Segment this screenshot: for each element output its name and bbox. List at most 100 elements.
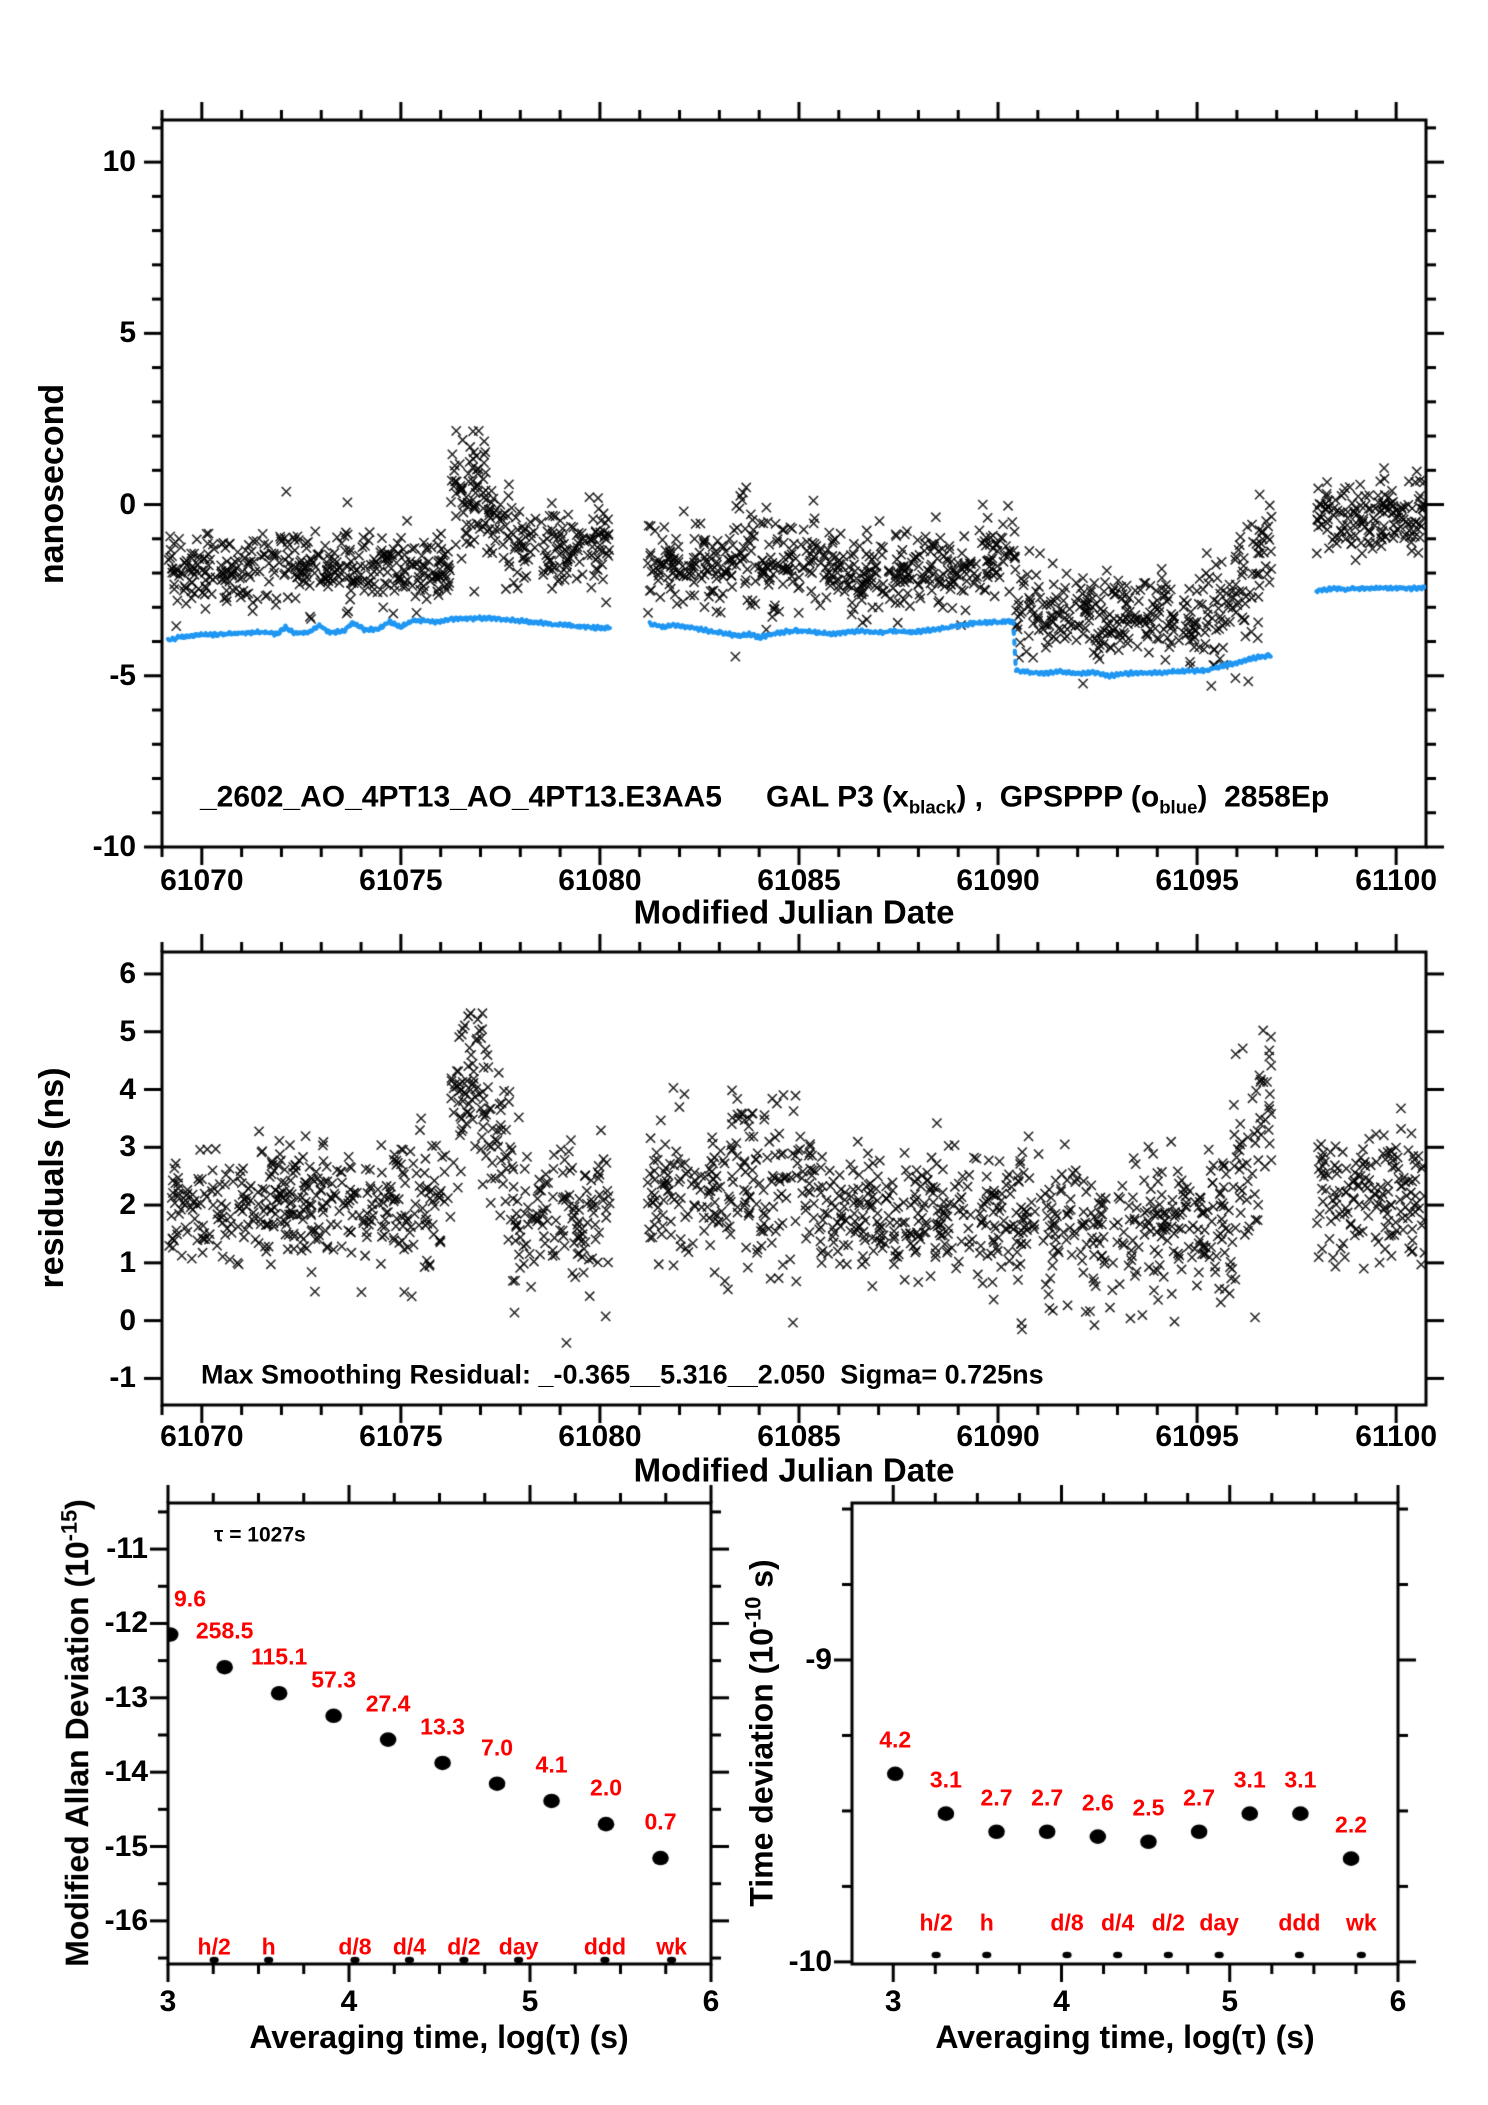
- title-series-mid: ) , GPSPPP (o: [956, 780, 1160, 814]
- dev-value-label: 2.0: [590, 1774, 623, 1801]
- x-tick-label: 6: [702, 1985, 720, 2018]
- y-tick-label: -10: [788, 1944, 832, 1978]
- y-tick-label: -1: [109, 1361, 136, 1395]
- residuals-x-axis-title: Modified Julian Date: [633, 1451, 955, 1489]
- y-tick-label: 0: [119, 1303, 136, 1337]
- dev-value-label: 4.1: [535, 1751, 568, 1778]
- dev-value-label: 3.1: [1233, 1766, 1266, 1793]
- time-marker-label: ddd: [1278, 1909, 1321, 1936]
- tau-annotation: τ = 1027s: [214, 1523, 306, 1547]
- x-tick-label: 61100: [1355, 864, 1438, 897]
- x-tick-label: 61095: [1155, 1420, 1239, 1453]
- time-marker-label: d/4: [1101, 1909, 1135, 1936]
- tdev-x-axis-title: Averaging time, log(τ) (s): [935, 2019, 1315, 2055]
- time-marker-label: d/4: [392, 1933, 427, 1960]
- title-series-sub-blue: blue: [1159, 796, 1198, 818]
- x-tick-label: 61085: [757, 1420, 841, 1453]
- dev-value-label: 27.4: [365, 1690, 411, 1717]
- y-tick-label: -11: [106, 1532, 148, 1566]
- y-tick-label: -16: [104, 1903, 148, 1937]
- title-series-post: ) 2858Ep: [1197, 780, 1330, 814]
- x-tick-label: 61090: [956, 864, 1040, 897]
- dev-value-label: 258.5: [195, 1617, 254, 1644]
- title-series-pre: GAL P3 (x: [765, 780, 909, 814]
- time-marker-label: d/8: [338, 1933, 372, 1960]
- tdev-ylabel-sup: -10: [740, 1596, 766, 1629]
- residuals-y-axis-title: residuals (ns): [33, 1067, 71, 1289]
- y-tick-label: -9: [805, 1642, 832, 1676]
- time-marker-label: d/8: [1050, 1909, 1084, 1936]
- dev-value-label: 2.2: [1335, 1811, 1368, 1838]
- x-tick-label: 61080: [558, 864, 642, 897]
- y-tick-label: 6: [119, 956, 136, 990]
- title-file-id: _2602_AO_4PT13_AO_4PT13.E3AA5: [200, 780, 722, 814]
- dev-value-label: 2.7: [1183, 1784, 1216, 1811]
- y-tick-label: 10: [102, 145, 136, 179]
- mdev-ylabel-sup: -15: [56, 1509, 82, 1542]
- time-marker-label: ddd: [583, 1933, 626, 1960]
- y-tick-label: -15: [104, 1829, 148, 1863]
- x-tick-label: 61100: [1355, 1420, 1438, 1453]
- max-smoothing-annotation: Max Smoothing Residual: _-0.365__5.316__…: [201, 1359, 1044, 1390]
- tdev-ylabel-pre: Time deviation (10: [743, 1628, 780, 1907]
- time-marker-label: d/2: [447, 1933, 481, 1960]
- y-tick-label: -12: [104, 1606, 148, 1640]
- time-marker-label: wk: [656, 1933, 687, 1960]
- time-marker-label: h: [979, 1909, 994, 1936]
- y-tick-label: -5: [109, 658, 136, 692]
- dev-value-label: 3.1: [929, 1766, 962, 1793]
- x-tick-label: 3: [159, 1985, 177, 2018]
- time-marker-label: h/2: [197, 1933, 231, 1960]
- top-y-axis-title: nanosecond: [33, 383, 71, 585]
- top-panel-title: _2602_AO_4PT13_AO_4PT13.E3AA5 GAL P3 (xbl…: [200, 780, 1330, 818]
- x-tick-label: 4: [340, 1985, 358, 2018]
- time-marker-label: h: [261, 1933, 276, 1960]
- mdev-y-axis-title: Modified Allan Deviation (10-15): [56, 1499, 96, 1967]
- dev-value-label: 9.6: [174, 1585, 206, 1612]
- x-tick-label: 61080: [558, 1420, 642, 1453]
- y-tick-label: 4: [119, 1072, 136, 1106]
- mdev-x-axis-title: Averaging time, log(τ) (s): [249, 2019, 629, 2055]
- dev-value-label: 57.3: [311, 1666, 356, 1693]
- time-marker-label: h/2: [919, 1909, 953, 1936]
- dev-value-label: 2.7: [1031, 1784, 1064, 1811]
- top-x-axis-title: Modified Julian Date: [633, 893, 955, 931]
- time-marker-label: day: [498, 1933, 539, 1960]
- x-tick-label: 61075: [359, 1420, 443, 1453]
- y-tick-label: -14: [104, 1755, 148, 1789]
- tdev-ylabel-post: s): [743, 1559, 780, 1597]
- y-tick-label: 5: [119, 316, 136, 350]
- dev-value-label: 13.3: [420, 1713, 465, 1740]
- tdev-y-axis-title: Time deviation (10-10 s): [740, 1559, 780, 1907]
- time-marker-label: d/2: [1151, 1909, 1185, 1936]
- y-tick-label: 1: [119, 1245, 136, 1279]
- x-tick-label: 61095: [1155, 864, 1239, 897]
- dev-value-label: 2.6: [1081, 1789, 1114, 1816]
- dev-value-label: 2.5: [1132, 1794, 1165, 1821]
- x-tick-label: 61085: [757, 864, 841, 897]
- mdev-ylabel-pre: Modified Allan Deviation (10: [59, 1541, 96, 1967]
- dev-value-label: 115.1: [250, 1643, 308, 1670]
- x-tick-label: 61070: [160, 1420, 244, 1453]
- title-series-sub-black: black: [908, 796, 957, 818]
- dev-value-label: 0.7: [644, 1808, 677, 1835]
- y-tick-label: -10: [92, 830, 136, 863]
- x-tick-label: 4: [1053, 1985, 1070, 2018]
- time-marker-label: wk: [1345, 1909, 1377, 1936]
- mdev-ylabel-post: ): [59, 1499, 96, 1510]
- x-tick-label: 6: [1389, 1985, 1407, 2018]
- y-tick-label: -13: [104, 1680, 148, 1714]
- y-tick-label: 5: [119, 1014, 136, 1048]
- dev-value-label: 7.0: [481, 1734, 514, 1761]
- x-tick-label: 3: [884, 1985, 902, 2018]
- time-marker-label: day: [1199, 1909, 1239, 1936]
- x-tick-label: 61075: [359, 864, 443, 897]
- x-tick-label: 5: [1221, 1985, 1239, 2018]
- x-tick-label: 5: [521, 1985, 539, 2018]
- x-tick-label: 61070: [160, 864, 244, 897]
- y-tick-label: 2: [119, 1188, 136, 1222]
- x-tick-label: 61090: [956, 1420, 1040, 1453]
- y-tick-label: 0: [119, 487, 136, 521]
